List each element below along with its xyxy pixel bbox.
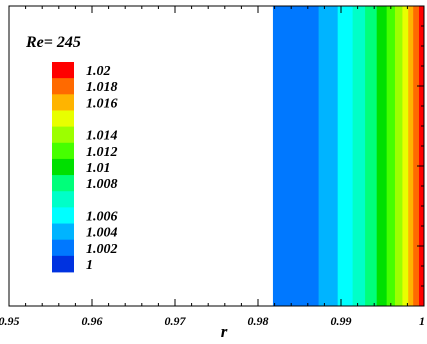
contour-band-1 — [318, 6, 339, 306]
contour-band-0 — [272, 6, 320, 306]
contour-band-2 — [337, 6, 354, 306]
contour-band-11 — [419, 6, 425, 306]
contour-band-7 — [394, 6, 403, 306]
legend-swatch — [52, 175, 74, 192]
x-tick-label: 0.98 — [248, 314, 269, 328]
legend-swatch — [52, 223, 74, 241]
legend-label: 1.014 — [86, 129, 118, 144]
legend-label: 1.018 — [86, 80, 118, 95]
x-tick-label: 1 — [419, 314, 425, 328]
legend-label: 1.01 — [86, 161, 111, 176]
contour-band-3 — [352, 6, 366, 306]
legend-label: 1.016 — [86, 96, 118, 111]
legend-swatch — [52, 126, 74, 144]
legend-label: 1.002 — [86, 242, 118, 257]
x-tick-label: 0.95 — [0, 314, 20, 328]
legend-swatch — [52, 207, 74, 224]
legend-swatch — [52, 62, 74, 79]
contour-band-10 — [413, 6, 420, 306]
x-tick-label: 0.97 — [165, 314, 187, 328]
legend-label: 1 — [86, 258, 93, 273]
legend-swatch — [52, 110, 74, 128]
contour-band-9 — [408, 6, 414, 306]
legend-swatch — [52, 255, 74, 273]
legend-label: 1.008 — [86, 177, 118, 192]
contour-band-4 — [365, 6, 378, 306]
legend-swatch — [52, 239, 74, 257]
axis-ticks: 0.95 0.96 0.97 0.98 0.99 1 — [0, 5, 425, 328]
contour-band-6 — [386, 6, 396, 306]
reynolds-annotation: Re= 245 — [25, 34, 81, 51]
legend-label: 1.02 — [86, 64, 111, 79]
plot-frame — [8, 5, 425, 307]
legend-label: 1.004 — [86, 226, 118, 241]
contour-band-5 — [376, 6, 388, 306]
contour-bands — [272, 6, 425, 306]
legend-label: 1.006 — [86, 209, 118, 224]
legend-swatch — [52, 158, 74, 176]
x-tick-label: 0.96 — [82, 314, 103, 328]
legend-swatch — [52, 191, 74, 208]
legend-swatch — [52, 78, 74, 95]
legend-label: 1.012 — [86, 145, 118, 160]
contour-band-8 — [402, 6, 409, 306]
x-axis-label: r — [221, 322, 228, 341]
x-tick-label: 0.99 — [331, 314, 352, 328]
legend-swatch — [52, 142, 74, 160]
legend-swatch — [52, 94, 74, 111]
